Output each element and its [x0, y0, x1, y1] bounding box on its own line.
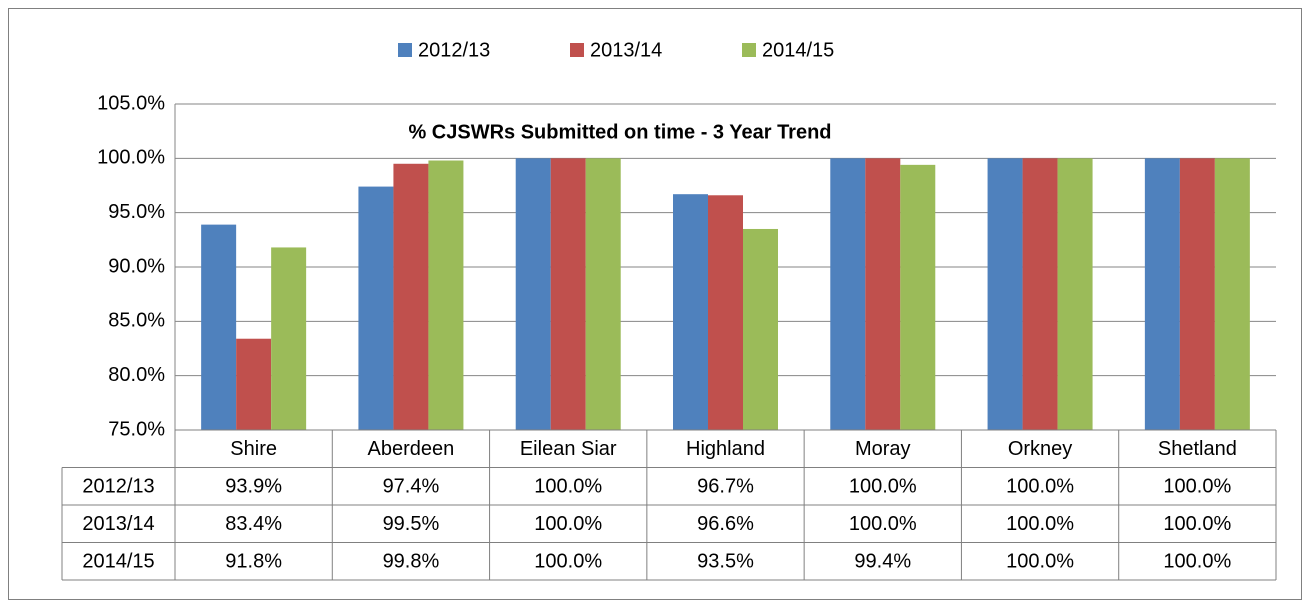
bar: [673, 194, 708, 430]
table-cell: 93.9%: [225, 476, 282, 498]
bar: [1179, 158, 1215, 431]
bar: [830, 158, 866, 431]
y-tick-label: 100.0%: [97, 147, 165, 169]
table-cell: 100.0%: [1006, 513, 1074, 535]
bar: [1057, 158, 1093, 431]
table-cell: 99.4%: [854, 551, 911, 573]
legend-swatch: [398, 43, 412, 57]
table-cell: 97.4%: [383, 476, 440, 498]
bar: [1022, 158, 1058, 431]
y-tick-label: 75.0%: [108, 418, 165, 440]
bar: [201, 224, 237, 430]
table-cell: 100.0%: [1006, 551, 1074, 573]
y-tick-label: 105.0%: [97, 92, 165, 114]
legend-label: 2014/15: [762, 39, 834, 61]
bar: [585, 158, 621, 431]
table-cell: 93.5%: [697, 551, 754, 573]
table-row-header: 2013/14: [82, 513, 154, 535]
bar: [1214, 158, 1250, 431]
x-tick-label: Shire: [230, 438, 277, 460]
table-cell: 91.8%: [225, 551, 282, 573]
table-cell: 100.0%: [1163, 476, 1231, 498]
bar: [271, 247, 307, 430]
bar: [900, 164, 936, 430]
table-row-header: 2014/15: [82, 551, 154, 573]
x-tick-label: Moray: [855, 438, 911, 460]
legend-swatch: [570, 43, 584, 57]
bar: [428, 160, 464, 431]
table-row-header: 2012/13: [82, 476, 154, 498]
bar: [393, 163, 429, 430]
legend-swatch: [742, 43, 756, 57]
table-cell: 96.7%: [697, 476, 754, 498]
y-tick-label: 90.0%: [108, 255, 165, 277]
bar: [987, 158, 1023, 431]
bar: [708, 195, 743, 430]
y-tick-label: 80.0%: [108, 364, 165, 386]
bar: [515, 158, 551, 431]
table-cell: 100.0%: [1006, 476, 1074, 498]
legend-label: 2013/14: [590, 39, 662, 61]
y-tick-label: 85.0%: [108, 310, 165, 332]
table-cell: 100.0%: [1163, 513, 1231, 535]
table-cell: 100.0%: [534, 513, 602, 535]
bar: [236, 338, 272, 430]
table-cell: 96.6%: [697, 513, 754, 535]
bar: [865, 158, 901, 431]
bar: [550, 158, 586, 431]
table-cell: 100.0%: [849, 476, 917, 498]
table-cell: 100.0%: [1163, 551, 1231, 573]
x-tick-label: Orkney: [1008, 438, 1072, 460]
bar: [1144, 158, 1180, 431]
legend-label: 2012/13: [418, 39, 490, 61]
x-tick-label: Shetland: [1158, 438, 1237, 460]
x-tick-label: Eilean Siar: [520, 438, 617, 460]
bar: [743, 228, 778, 430]
y-tick-label: 95.0%: [108, 201, 165, 223]
chart-title: % CJSWRs Submitted on time - 3 Year Tren…: [408, 121, 831, 143]
table-cell: 100.0%: [534, 476, 602, 498]
table-cell: 100.0%: [849, 513, 917, 535]
table-cell: 83.4%: [225, 513, 282, 535]
x-tick-label: Aberdeen: [368, 438, 455, 460]
table-cell: 100.0%: [534, 551, 602, 573]
bar: [358, 186, 394, 430]
x-tick-label: Highland: [686, 438, 765, 460]
table-cell: 99.8%: [383, 551, 440, 573]
table-cell: 99.5%: [383, 513, 440, 535]
